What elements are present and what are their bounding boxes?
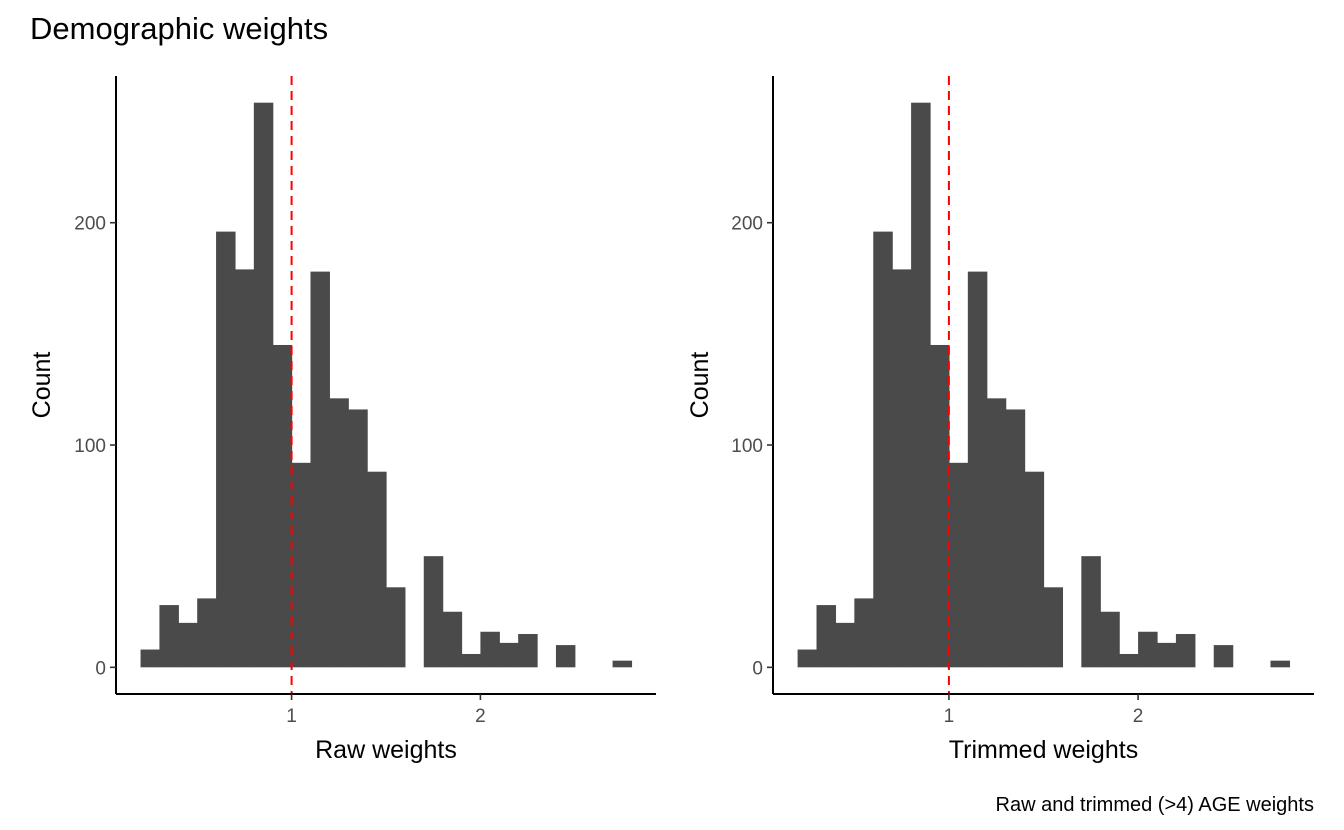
histogram-bar bbox=[518, 633, 538, 668]
histogram-bar bbox=[291, 462, 312, 668]
y-axis-title: Count bbox=[686, 352, 714, 419]
histogram-bar bbox=[197, 598, 217, 668]
histogram-bar bbox=[178, 622, 198, 668]
histogram-bar bbox=[272, 344, 293, 668]
histogram-bar bbox=[892, 269, 912, 668]
y-tick-label: 0 bbox=[752, 658, 763, 679]
histogram-bar bbox=[835, 622, 855, 668]
histogram-bar bbox=[480, 631, 500, 668]
y-tick-label: 100 bbox=[74, 436, 106, 457]
y-tick-label: 100 bbox=[731, 436, 763, 457]
histogram-bar bbox=[234, 269, 255, 668]
histogram-bar bbox=[1138, 631, 1158, 668]
histogram-bar bbox=[1024, 471, 1045, 668]
histogram-bar bbox=[329, 398, 349, 668]
x-tick-label: 2 bbox=[1133, 706, 1144, 727]
histogram-bar bbox=[367, 471, 387, 668]
x-tick-label: 1 bbox=[286, 706, 297, 727]
histogram-bar bbox=[1081, 556, 1101, 668]
histogram-bar bbox=[1100, 611, 1120, 668]
histogram-bar bbox=[386, 587, 406, 668]
histogram-bar bbox=[1270, 660, 1291, 668]
y-tick-label: 0 bbox=[95, 658, 106, 679]
histogram-bar bbox=[967, 271, 988, 668]
histogram-bar bbox=[1213, 645, 1234, 668]
histogram-bar bbox=[140, 649, 161, 668]
y-tick-label: 200 bbox=[74, 214, 106, 235]
histogram-bar bbox=[797, 649, 818, 668]
histogram-bar bbox=[442, 611, 463, 668]
panel-raw-weights: 0 100 200 1 2 Raw weights Count bbox=[28, 76, 656, 764]
x-axis-title: Raw weights bbox=[315, 736, 457, 764]
histogram-bar bbox=[1119, 653, 1139, 668]
histogram-bar bbox=[253, 102, 274, 668]
y-tick-label: 200 bbox=[731, 214, 763, 235]
histogram-bar bbox=[461, 653, 482, 668]
histogram-bar bbox=[499, 642, 519, 668]
histogram-bar bbox=[1005, 409, 1026, 668]
histogram-bar bbox=[930, 344, 950, 668]
histogram-bar bbox=[911, 102, 931, 668]
histogram-bar bbox=[348, 409, 368, 668]
histogram-bar bbox=[310, 271, 330, 668]
panel-trimmed-weights: 0 100 200 1 2 Trimmed weights Count bbox=[686, 76, 1314, 764]
histogram-bar bbox=[816, 605, 837, 668]
figure-title: Demographic weights bbox=[30, 11, 328, 46]
histogram-bar bbox=[1043, 587, 1064, 668]
histogram-bar bbox=[555, 645, 576, 668]
histogram-bar bbox=[873, 231, 893, 668]
x-axis-title: Trimmed weights bbox=[949, 736, 1138, 764]
histogram-bar bbox=[1156, 642, 1177, 668]
histogram-bar bbox=[948, 462, 969, 668]
histogram-bar bbox=[159, 605, 179, 668]
histogram-bar bbox=[216, 231, 236, 668]
histogram-bar bbox=[423, 556, 444, 668]
figure-caption: Raw and trimmed (>4) AGE weights bbox=[996, 794, 1314, 816]
histogram-bar bbox=[854, 598, 874, 668]
y-axis-title: Count bbox=[28, 352, 56, 419]
histogram-bar bbox=[1175, 633, 1196, 668]
histogram-bar bbox=[612, 660, 633, 668]
x-tick-label: 1 bbox=[944, 706, 955, 727]
x-tick-label: 2 bbox=[475, 706, 486, 727]
histogram-bar bbox=[986, 398, 1007, 668]
